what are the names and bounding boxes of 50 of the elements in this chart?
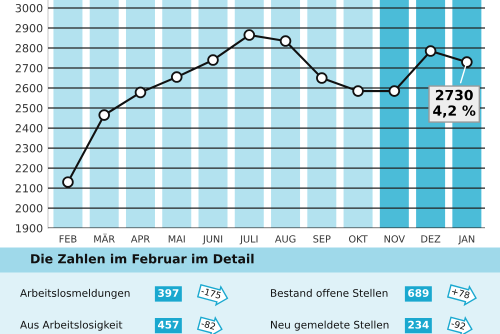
y-tick-label: 2500 — [16, 104, 42, 112]
point — [280, 35, 292, 47]
x-tick-label: DEZ — [421, 235, 440, 242]
y-tick-label: 2200 — [16, 164, 42, 172]
point — [98, 109, 110, 121]
x-tick-label: NOV — [384, 235, 405, 243]
x-tick-label: MAI — [168, 235, 185, 242]
point — [461, 56, 473, 68]
x-tick-label: MÄR — [94, 234, 115, 242]
y-tick-label: 2700 — [16, 64, 42, 72]
text: 397 — [158, 289, 178, 297]
annotation: 2730 4,2 % — [433, 90, 476, 118]
point — [316, 72, 328, 84]
y-tick-label: 2300 — [16, 144, 42, 152]
text: 689 — [408, 289, 429, 297]
text: 457 — [158, 320, 178, 329]
text: +78 — [451, 288, 470, 299]
x-tick-label: FEB — [60, 235, 76, 242]
y-tick-label: 2600 — [16, 84, 42, 92]
x-tick-label: JULI — [240, 235, 258, 244]
point — [244, 29, 256, 41]
x-tick-label: OKT — [349, 235, 368, 243]
point — [62, 176, 74, 188]
point — [388, 85, 400, 97]
text: -175 — [200, 287, 222, 299]
x-tick-label: AUG — [274, 235, 296, 243]
x-tick-label: SEP — [313, 235, 331, 243]
text: Arbeitslosmeldungen — [20, 288, 130, 299]
y-tick-label: 1900 — [16, 224, 42, 232]
text: -82 — [200, 320, 216, 330]
y-tick-label: 2100 — [16, 184, 42, 192]
x-tick-label: JUNI — [202, 235, 222, 244]
y-tick-label: 2900 — [16, 24, 42, 32]
text: Die Zahlen im Februar im Detail — [31, 254, 254, 264]
point — [207, 54, 219, 66]
text: Bestand offene Stellen — [271, 288, 388, 297]
point — [134, 86, 146, 98]
text: Aus Arbeitslosigkeit — [20, 320, 122, 331]
point — [352, 85, 364, 97]
text: 234 — [408, 320, 429, 329]
y-tick-label: 2000 — [16, 204, 42, 212]
text: -92 — [450, 320, 466, 330]
point — [424, 45, 436, 57]
y-tick-label: 3000 — [16, 4, 42, 12]
text: Neu gemeldete Stellen — [271, 320, 388, 331]
y-tick-label: 2800 — [16, 44, 42, 52]
x-tick-label: JAN — [458, 235, 474, 244]
y-tick-label: 2400 — [16, 124, 42, 132]
x-tick-label: APR — [130, 235, 150, 242]
point — [170, 71, 183, 83]
